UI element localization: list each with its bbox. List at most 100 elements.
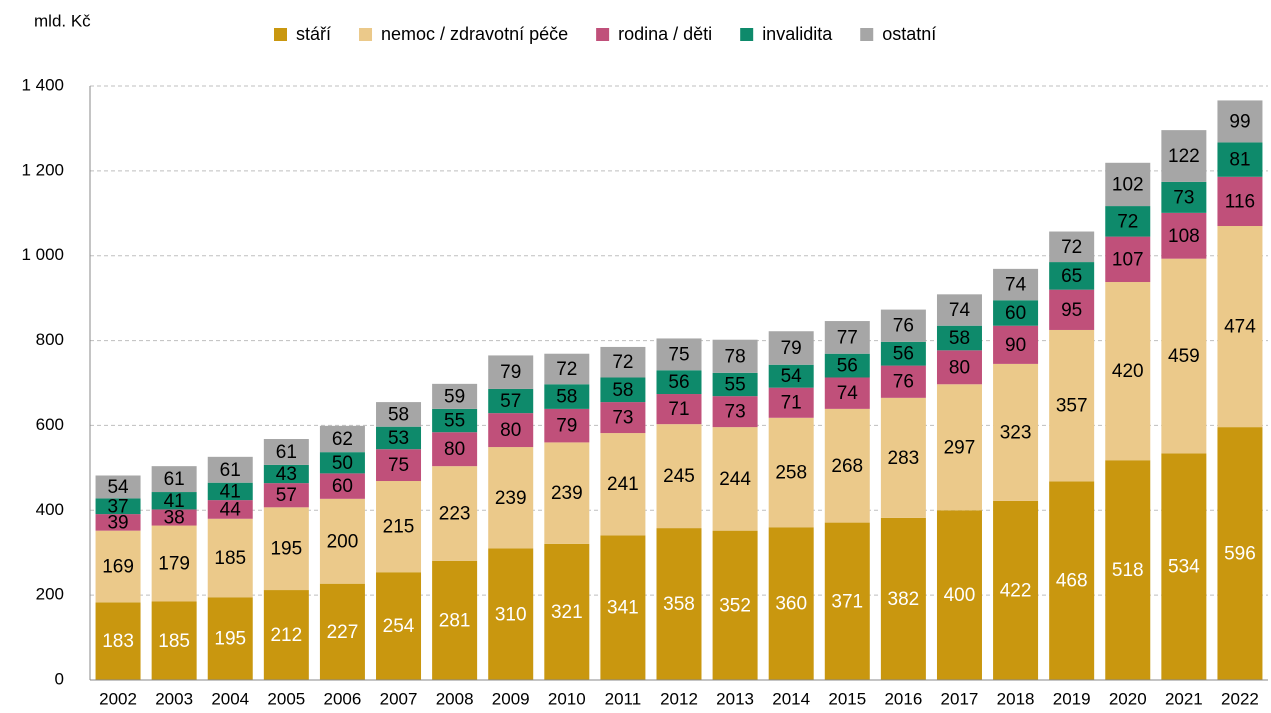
bar-segment — [263, 507, 309, 591]
bar-segment — [544, 353, 590, 385]
bar-segment — [824, 377, 870, 409]
data-label: 72 — [556, 359, 577, 380]
legend-label: nemoc / zdravotní péče — [381, 24, 568, 44]
data-label: 44 — [220, 499, 242, 520]
data-label: 37 — [107, 496, 128, 517]
bar-segment — [488, 413, 534, 448]
bar-segment — [1049, 262, 1095, 290]
x-tick-label: 2009 — [492, 689, 530, 708]
bar-segment — [768, 527, 814, 680]
data-label: 90 — [1005, 335, 1026, 356]
data-label: 122 — [1168, 146, 1200, 167]
bar-segment — [432, 560, 478, 680]
data-label: 281 — [439, 610, 471, 631]
data-label: 72 — [612, 352, 633, 373]
data-label: 79 — [556, 416, 577, 437]
bar-segment — [712, 530, 758, 680]
data-label: 58 — [388, 404, 409, 425]
legend-label: stáří — [296, 24, 331, 44]
bar-segment — [207, 500, 253, 519]
bar-segment — [319, 583, 365, 680]
bar-segment — [263, 483, 309, 508]
x-tick-label: 2004 — [211, 689, 249, 708]
bar-segment — [712, 427, 758, 531]
y-tick-label: 1 000 — [21, 245, 64, 264]
bar-segment — [263, 590, 309, 680]
bar-segment — [1105, 206, 1151, 237]
data-label: 245 — [663, 466, 695, 487]
bar-segment — [151, 601, 197, 680]
y-tick-label: 1 200 — [21, 160, 64, 179]
bar-segment — [768, 364, 814, 388]
data-label: 185 — [158, 631, 190, 652]
bar-segment — [488, 355, 534, 389]
data-label: 360 — [775, 594, 807, 615]
bar-segment — [656, 338, 702, 371]
bar-segment — [432, 432, 478, 467]
data-label: 61 — [220, 460, 241, 481]
data-label: 195 — [270, 539, 302, 560]
data-label: 99 — [1229, 111, 1250, 132]
bar-segment — [880, 365, 926, 398]
bar-segment — [207, 518, 253, 598]
legend-swatch — [274, 28, 287, 41]
bar-segment — [544, 543, 590, 680]
x-tick-label: 2011 — [605, 689, 642, 708]
legend-label: invalidita — [762, 24, 833, 44]
data-label: 79 — [781, 338, 802, 359]
data-label: 55 — [444, 411, 465, 432]
data-label: 200 — [327, 531, 359, 552]
bar-segment — [936, 325, 982, 351]
data-label: 258 — [775, 463, 807, 484]
bar-segment — [656, 370, 702, 395]
bar-segment — [207, 482, 253, 501]
data-label: 56 — [837, 356, 858, 377]
data-label: 459 — [1168, 346, 1200, 367]
x-tick-label: 2016 — [884, 689, 922, 708]
data-label: 71 — [668, 399, 689, 420]
data-label: 241 — [607, 474, 639, 495]
bar-segment — [1105, 460, 1151, 680]
bar-segment — [95, 602, 141, 680]
bar-segment — [319, 452, 365, 474]
bar-segment — [1217, 142, 1263, 177]
bar-segment — [993, 325, 1039, 364]
bar-segment — [880, 517, 926, 680]
bar-segment — [824, 321, 870, 354]
data-label: 79 — [500, 362, 521, 383]
data-label: 53 — [388, 428, 409, 449]
data-label: 71 — [781, 393, 802, 414]
data-label: 50 — [332, 453, 353, 474]
data-label: 102 — [1112, 174, 1144, 195]
bar-segment — [936, 294, 982, 326]
bar-segment — [656, 424, 702, 529]
bar-segment — [376, 481, 422, 573]
data-label: 400 — [944, 585, 976, 606]
bar-segment — [376, 426, 422, 450]
data-label: 239 — [495, 488, 527, 509]
data-label: 59 — [444, 386, 465, 407]
bar-segment — [824, 353, 870, 378]
data-label: 534 — [1168, 557, 1200, 578]
bar-segment — [656, 528, 702, 680]
data-label: 358 — [663, 594, 695, 615]
bar-segment — [712, 396, 758, 428]
data-label: 195 — [214, 629, 246, 650]
data-label: 58 — [556, 387, 577, 408]
bar-segment — [1217, 176, 1263, 227]
bar-segment — [880, 341, 926, 366]
bar-segment — [1105, 236, 1151, 283]
bar-segment — [824, 522, 870, 680]
bar-segment — [600, 402, 646, 434]
bar-segment — [880, 397, 926, 518]
data-label: 185 — [214, 548, 246, 569]
x-tick-label: 2008 — [436, 689, 474, 708]
bar-segment — [95, 498, 141, 515]
bar-segment — [880, 309, 926, 342]
bar-segment — [151, 492, 197, 510]
data-label: 62 — [332, 429, 353, 450]
bar-segment — [151, 509, 197, 526]
x-tick-label: 2015 — [828, 689, 866, 708]
data-label: 74 — [1005, 275, 1027, 296]
bar-segment — [656, 394, 702, 425]
